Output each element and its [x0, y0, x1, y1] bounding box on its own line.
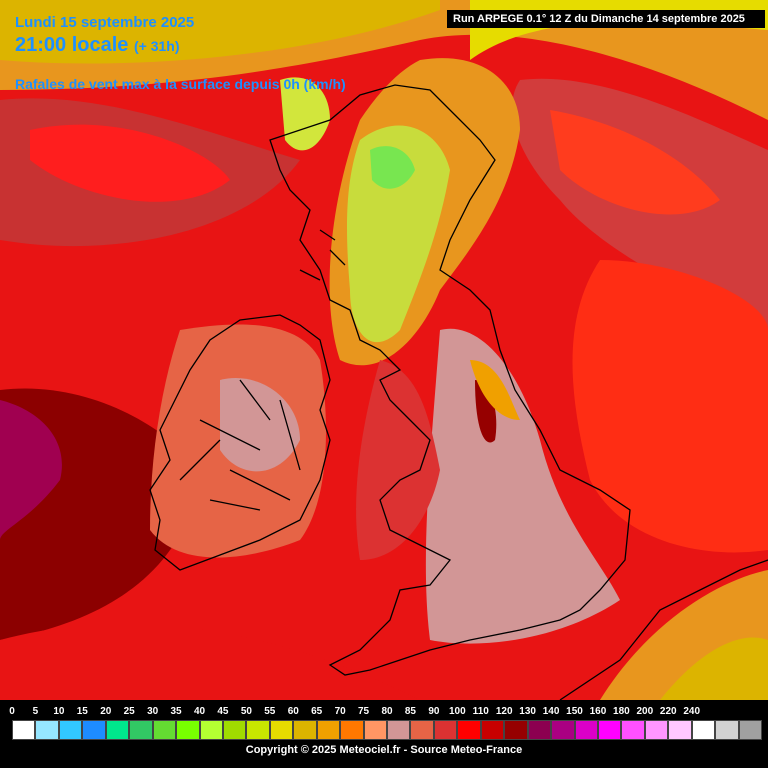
- legend-swatch: [551, 720, 575, 740]
- legend-swatch: [12, 720, 36, 740]
- legend-swatch: [387, 720, 411, 740]
- legend-swatch: [597, 720, 622, 740]
- legend-label: 60: [287, 706, 299, 717]
- legend-swatch: [105, 720, 130, 740]
- run-info: Run ARPEGE 0.1° 12 Z du Dimanche 14 sept…: [447, 10, 765, 28]
- legend-label: 160: [589, 706, 607, 717]
- legend-swatch: [293, 720, 317, 740]
- legend-label: 180: [613, 706, 630, 717]
- local-time: 21:00 locale: [15, 34, 129, 56]
- legend-label: 200: [636, 706, 654, 717]
- legend-swatch: [504, 720, 528, 740]
- legend-label: 35: [170, 706, 182, 717]
- legend-label: 0: [9, 706, 15, 717]
- lead-time: (+ 31h): [133, 38, 180, 54]
- legend-swatch: [176, 720, 200, 740]
- legend-label: 110: [472, 706, 489, 717]
- legend-swatch: [574, 720, 598, 740]
- legend-label: 15: [76, 706, 88, 717]
- legend-swatch: [35, 720, 59, 740]
- legend-label: 100: [448, 706, 466, 717]
- legend-swatch: [82, 720, 106, 740]
- legend-swatch: [410, 720, 434, 740]
- legend-label: 130: [519, 706, 536, 717]
- legend-swatch: [668, 720, 692, 740]
- legend-label: 10: [53, 706, 65, 717]
- legend-swatch: [269, 720, 294, 740]
- legend-label: 220: [659, 706, 677, 717]
- legend-swatch: [152, 720, 177, 740]
- legend-swatch: [222, 720, 247, 740]
- legend-swatch: [621, 720, 645, 740]
- parameter-title: Rafales de vent max à la surface depuis …: [15, 76, 346, 92]
- legend-swatch: [691, 720, 716, 740]
- map: [0, 0, 768, 700]
- legend-label: 45: [217, 706, 229, 717]
- legend-label: 50: [240, 706, 252, 717]
- legend-swatch: [340, 720, 364, 740]
- legend-label: 55: [264, 706, 276, 717]
- legend-swatch: [199, 720, 223, 740]
- legend-swatch: [433, 720, 458, 740]
- legend-swatch: [246, 720, 270, 740]
- legend-swatch: [316, 720, 341, 740]
- legend-swatch: [58, 720, 83, 740]
- legend-swatch: [480, 720, 505, 740]
- legend-label: 65: [311, 706, 323, 717]
- legend-label: 80: [381, 706, 393, 717]
- legend-label: 30: [147, 706, 159, 717]
- legend-label: 85: [404, 706, 416, 717]
- date-title: Lundi 15 septembre 2025: [15, 14, 195, 31]
- legend-label: 140: [542, 706, 560, 717]
- legend-label: 20: [100, 706, 112, 717]
- legend-swatch: [129, 720, 153, 740]
- legend-swatch: [457, 720, 481, 740]
- legend-label: 90: [428, 706, 440, 717]
- time-title: 21:00 locale (+ 31h): [15, 34, 180, 57]
- legend-label: 120: [495, 706, 513, 717]
- legend-label: 70: [334, 706, 346, 717]
- legend-label: 5: [32, 706, 39, 717]
- legend-swatch: [644, 720, 669, 740]
- copyright: Copyright © 2025 Meteociel.fr - Source M…: [245, 744, 523, 756]
- legend-swatch: [363, 720, 387, 740]
- legend-swatch: [738, 720, 762, 740]
- legend-label: 40: [193, 706, 206, 717]
- legend-label: 150: [566, 706, 583, 717]
- legend-swatch: [715, 720, 739, 740]
- legend-label: 240: [683, 706, 701, 717]
- legend-label: 75: [358, 706, 370, 717]
- legend-swatch: [527, 720, 552, 740]
- legend-label: 25: [123, 706, 135, 717]
